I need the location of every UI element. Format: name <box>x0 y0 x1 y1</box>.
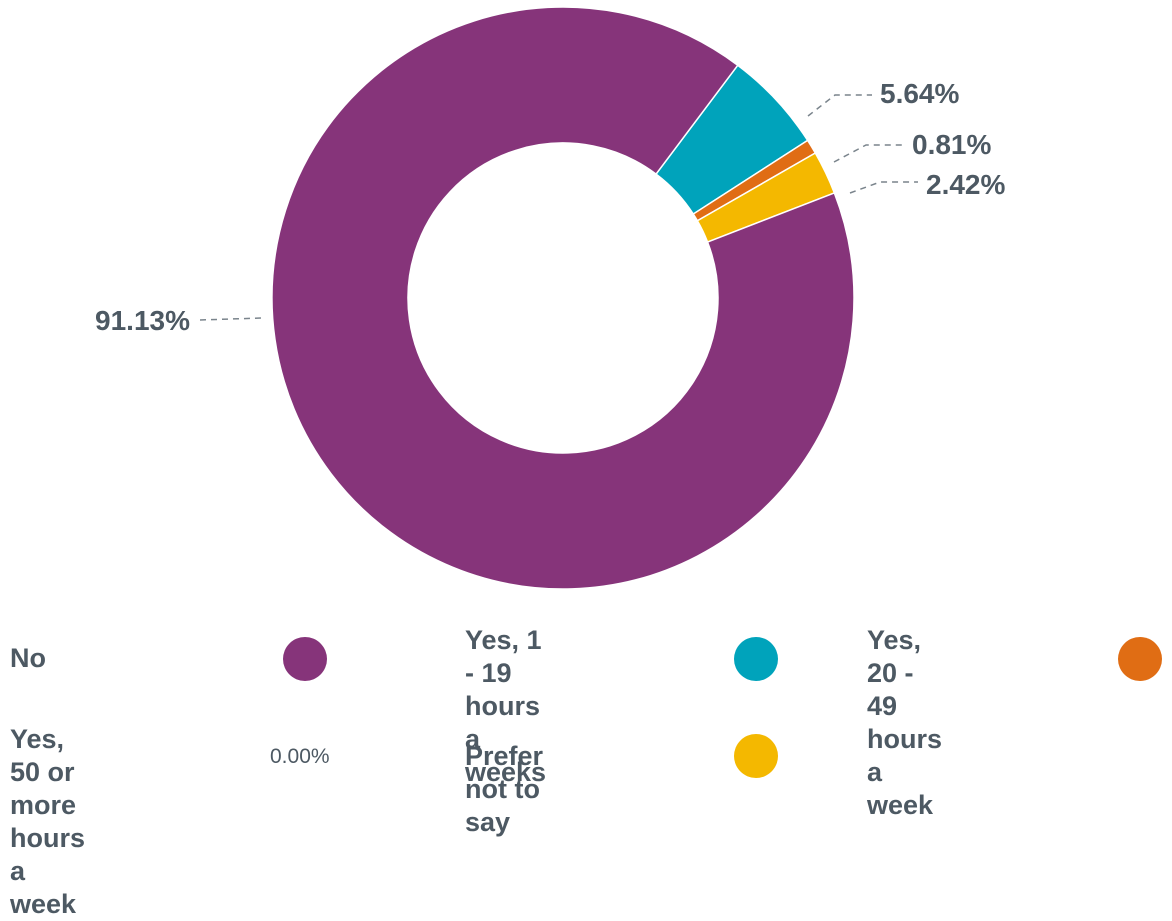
legend-label-yes-50-plus: Yes, 50 or more hours a week <box>10 724 86 919</box>
slice-labels: 91.13% 5.64% 0.81% 2.42% <box>95 78 1005 336</box>
legend-swatch-no <box>283 637 327 681</box>
leader-lines <box>199 94 918 321</box>
donut-chart: 91.13% 5.64% 0.81% 2.42% <box>95 6 1005 590</box>
leader-label-yes-20-49 <box>833 144 903 163</box>
legend-swatch-prefer-not <box>734 734 778 778</box>
leader-label-no <box>199 317 263 321</box>
legend-label-yes-1-19: Yes, 1 - 19 hours a weeks <box>465 625 547 787</box>
legend-swatch-yes-1-19 <box>734 637 778 681</box>
legend-label-no: No <box>10 643 46 673</box>
label-yes-20-49: 0.81% <box>912 129 991 160</box>
leader-label-prefer-not <box>849 181 918 194</box>
legend-swatch-yes-20-49 <box>1118 637 1162 681</box>
leader-label-yes-1-19 <box>807 94 872 117</box>
donut-slices <box>271 6 855 590</box>
label-no: 91.13% <box>95 305 190 336</box>
label-prefer-not: 2.42% <box>926 169 1005 200</box>
legend-label-prefer-not: Prefer not to say <box>465 741 544 837</box>
label-yes-1-19: 5.64% <box>880 78 959 109</box>
legend-value-yes-50-plus: 0.00% <box>270 745 330 768</box>
slice-no <box>271 6 855 590</box>
legend: No Yes, 1 - 19 hours a weeks Yes, 20 - 4… <box>0 610 1172 919</box>
legend-label-yes-20-49: Yes, 20 - 49 hours a week <box>867 625 943 820</box>
